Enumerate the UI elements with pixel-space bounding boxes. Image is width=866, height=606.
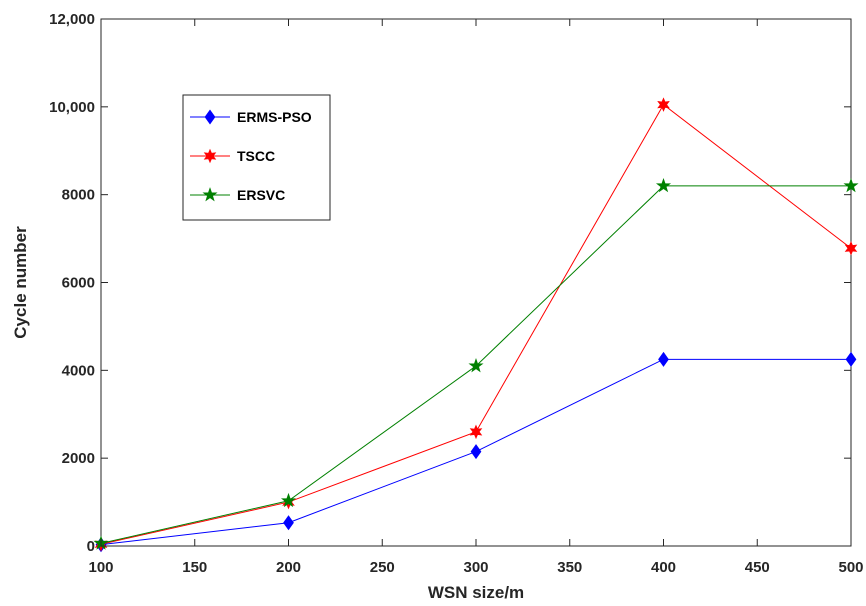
data-point bbox=[468, 358, 484, 373]
x-tick-label: 300 bbox=[463, 559, 488, 576]
y-tick-label: 4000 bbox=[62, 362, 95, 379]
x-tick-label: 350 bbox=[557, 559, 582, 576]
legend-marker bbox=[203, 148, 217, 164]
y-tick-label: 8000 bbox=[62, 187, 95, 204]
x-axis-title: WSN size/m bbox=[428, 583, 524, 602]
x-tick-label: 150 bbox=[182, 559, 207, 576]
y-tick-label: 12,000 bbox=[49, 11, 95, 28]
x-tick-label: 200 bbox=[276, 559, 301, 576]
legend-item: TSCC bbox=[190, 148, 275, 164]
series-layer bbox=[93, 97, 859, 553]
data-point bbox=[469, 424, 483, 440]
data-point bbox=[280, 492, 297, 508]
y-axis-title: Cycle number bbox=[11, 226, 30, 339]
data-point bbox=[283, 515, 294, 531]
data-point bbox=[658, 351, 669, 367]
legend-item: ERMS-PSO bbox=[190, 109, 312, 125]
legend-label: ERMS-PSO bbox=[237, 109, 312, 125]
x-tick-label: 450 bbox=[745, 559, 770, 576]
x-tick-label: 400 bbox=[651, 559, 676, 576]
data-point bbox=[470, 444, 482, 460]
data-point bbox=[657, 97, 670, 112]
data-point bbox=[843, 177, 859, 193]
x-tick-label: 100 bbox=[88, 559, 113, 576]
legend-item: ERSVC bbox=[190, 187, 285, 203]
legend-label: TSCC bbox=[237, 148, 275, 164]
axes-layer: 100 150 200 250 300 350 400 450 500 0 2000 4000 6000… bbox=[11, 11, 864, 602]
legend: ERMS-PSO TSCC ERSVC bbox=[182, 94, 331, 221]
y-tick-label: 6000 bbox=[62, 275, 95, 292]
data-point bbox=[655, 177, 672, 193]
y-tick-label: 2000 bbox=[62, 450, 95, 467]
data-point bbox=[845, 351, 857, 367]
x-tick-label: 500 bbox=[838, 559, 863, 576]
legend-marker bbox=[204, 109, 216, 125]
y-tick-label: 0 bbox=[87, 538, 95, 555]
legend-marker bbox=[202, 187, 218, 202]
y-tick-label: 10,000 bbox=[49, 99, 95, 116]
x-tick-label: 250 bbox=[370, 559, 395, 576]
legend-label: ERSVC bbox=[237, 187, 285, 203]
data-point bbox=[844, 240, 858, 256]
